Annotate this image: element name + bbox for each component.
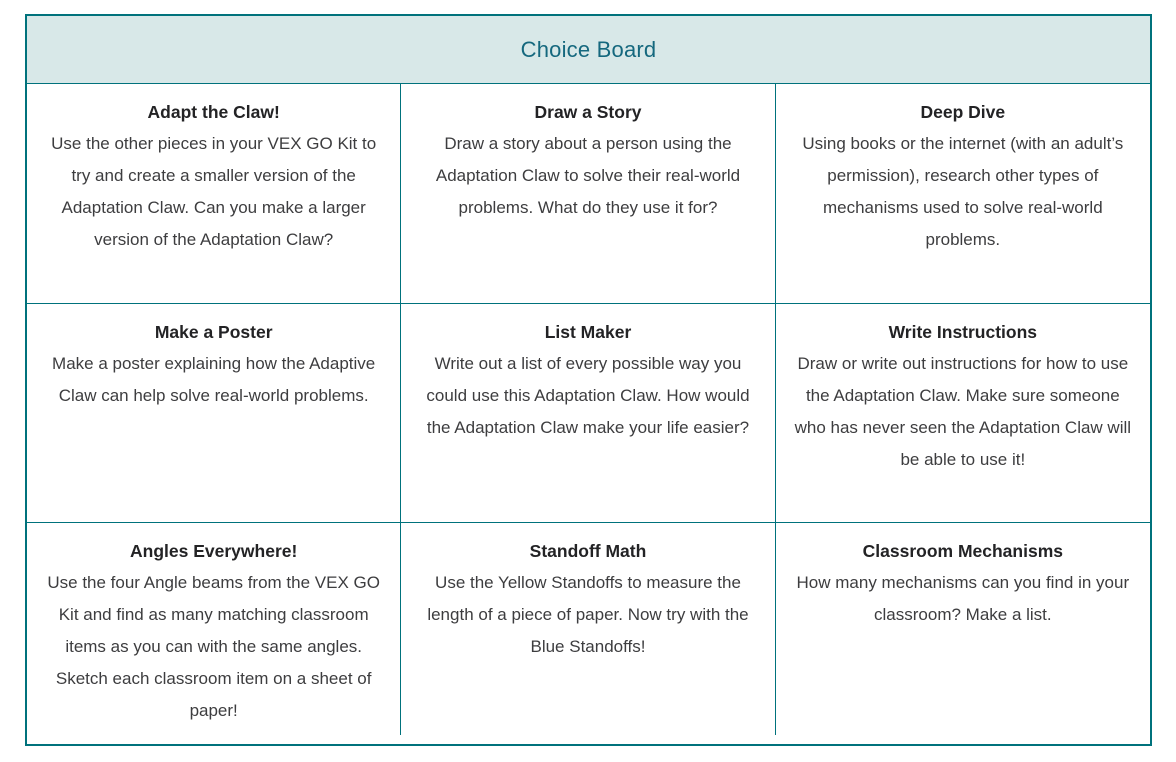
cell-title: Write Instructions [888, 322, 1038, 342]
cell-title: Make a Poster [154, 322, 273, 342]
cell-list-maker: List Maker Write out a list of every pos… [401, 304, 776, 523]
cell-title: Adapt the Claw! [147, 102, 280, 122]
cell-title: Deep Dive [920, 102, 1006, 122]
cell-angles-everywhere: Angles Everywhere! Use the four Angle be… [27, 523, 402, 735]
cell-text: Draw a story about a person using the Ad… [435, 134, 741, 217]
cell-standoff-math: Standoff Math Use the Yellow Standoffs t… [401, 523, 776, 735]
board-grid: Adapt the Claw! Use the other pieces in … [27, 84, 1150, 735]
cell-text: How many mechanisms can you find in your… [796, 573, 1130, 624]
cell-draw-a-story: Draw a Story Draw a story about a person… [401, 84, 776, 304]
cell-deep-dive: Deep Dive Using books or the internet (w… [775, 84, 1150, 304]
choice-board-table: Choice Board Adapt the Claw! Use the oth… [25, 14, 1152, 746]
board-title: Choice Board [520, 36, 657, 62]
cell-title: List Maker [544, 322, 632, 342]
cell-title: Angles Everywhere! [130, 541, 298, 561]
cell-text: Use the other pieces in your VEX GO Kit … [51, 134, 377, 249]
cell-classroom-mechanisms: Classroom Mechanisms How many mechanisms… [776, 523, 1150, 735]
cell-title: Standoff Math [529, 541, 647, 561]
cell-text: Use the four Angle beams from the VEX GO… [47, 573, 380, 720]
cell-make-a-poster: Make a Poster Make a poster explaining h… [27, 304, 402, 523]
cell-text: Write out a list of every possible way y… [426, 354, 750, 437]
cell-title: Draw a Story [534, 102, 642, 122]
cell-text: Make a poster explaining how the Adaptiv… [52, 354, 376, 405]
cell-text: Using books or the internet (with an adu… [802, 134, 1124, 249]
board-header: Choice Board [27, 16, 1150, 84]
cell-title: Classroom Mechanisms [862, 541, 1063, 561]
cell-text: Draw or write out instructions for how t… [794, 354, 1132, 469]
cell-write-instructions: Write Instructions Draw or write out ins… [775, 304, 1150, 523]
cell-adapt-the-claw: Adapt the Claw! Use the other pieces in … [27, 84, 402, 304]
cell-text: Use the Yellow Standoffs to measure the … [427, 573, 749, 656]
